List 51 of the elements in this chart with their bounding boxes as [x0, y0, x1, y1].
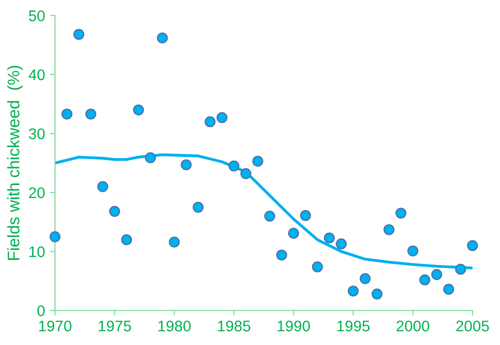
point [431, 269, 442, 280]
x-tick-label: 1980 [158, 320, 191, 332]
point [372, 288, 383, 300]
point [180, 159, 192, 170]
point [240, 168, 252, 180]
y-axis-title: Fields with chickweed (%) [7, 66, 23, 260]
point [407, 245, 418, 256]
point [121, 234, 132, 246]
point [204, 116, 216, 128]
point [228, 160, 240, 172]
x-tick-label: 2005 [456, 320, 489, 332]
point [443, 284, 454, 295]
point [216, 112, 228, 124]
point [61, 108, 72, 120]
point [264, 210, 276, 222]
point [144, 152, 156, 164]
point [348, 286, 359, 296]
point [384, 224, 394, 236]
point [419, 274, 430, 286]
point [97, 181, 108, 192]
point [156, 32, 168, 44]
point [109, 206, 120, 217]
point [312, 261, 323, 272]
point [455, 264, 466, 275]
x-tick-label: 1985 [218, 320, 250, 332]
point [300, 210, 311, 221]
y-tick-label: 40 [28, 69, 45, 80]
x-tick-label: 2000 [396, 320, 430, 332]
point [324, 232, 335, 244]
x-tick-label: 1990 [278, 320, 310, 332]
point [50, 231, 60, 242]
y-tick-label: 30 [28, 128, 45, 140]
point [168, 236, 180, 248]
y-tick-label: 0 [37, 305, 45, 316]
point [252, 156, 264, 167]
point [288, 228, 300, 239]
y-tick-label: 50 [28, 10, 45, 22]
point [192, 202, 204, 213]
point [467, 240, 478, 252]
x-tick-label: 1970 [39, 320, 72, 332]
point [85, 108, 96, 120]
point [360, 273, 371, 284]
point [73, 28, 84, 40]
point [336, 238, 347, 250]
x-tick-label: 1975 [98, 320, 131, 332]
y-tick-label: 20 [29, 187, 45, 198]
y-tick-label: 10 [29, 246, 45, 258]
x-tick-label: 1995 [337, 320, 370, 332]
point [276, 250, 288, 261]
point [395, 208, 406, 219]
point [133, 104, 144, 116]
